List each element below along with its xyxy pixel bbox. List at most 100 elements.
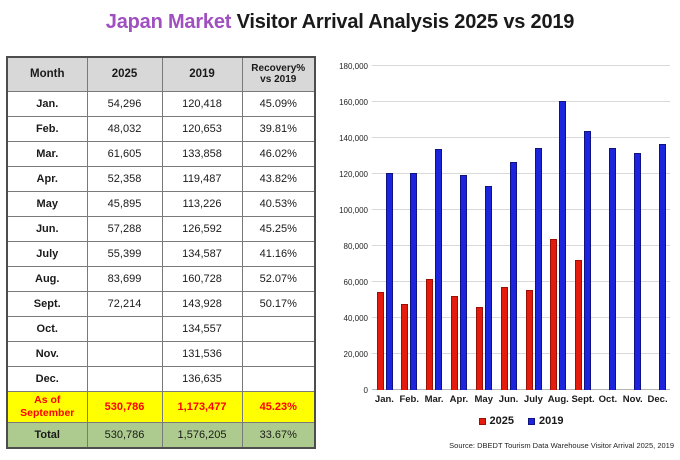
recovery-cell — [241, 340, 316, 367]
bar-2019-Apr — [460, 174, 467, 390]
y-tick-label: 0 — [363, 386, 368, 395]
table-row: Sept. 72,214 143,928 50.17% — [6, 290, 316, 317]
bar-2025-Sept — [575, 260, 583, 390]
value-2025-cell: 54,296 — [86, 90, 163, 117]
recovery-cell — [241, 315, 316, 342]
recovery-cell: 39.81% — [241, 115, 316, 142]
x-tick-label: Oct. — [598, 394, 618, 405]
bar-2025-May — [475, 307, 483, 390]
bar-2019-Jan — [385, 173, 393, 390]
x-tick-label: Dec. — [647, 394, 668, 405]
y-tick-label: 20,000 — [343, 350, 368, 359]
bar-2019-Jun — [509, 162, 517, 390]
recovery-cell: 45.09% — [241, 90, 316, 117]
recovery-cell: 41.16% — [241, 240, 316, 267]
month-cell: Jun. — [6, 215, 88, 242]
summary-label-cell: As of September — [6, 390, 88, 423]
summary-row-as-of: As of September 530,786 1,173,477 45.23% — [6, 390, 316, 423]
chart-legend: 2025 2019 — [372, 415, 670, 427]
y-tick-label: 80,000 — [343, 242, 368, 251]
value-2025-cell: 55,399 — [86, 240, 163, 267]
x-tick-label: Apr. — [449, 394, 469, 405]
gridline — [372, 173, 670, 174]
value-2025-cell — [86, 340, 163, 367]
source-note: Source: DBEDT Tourism Data Warehouse Vis… — [449, 441, 674, 450]
value-2025-cell: 61,605 — [86, 140, 163, 167]
bar-2019-Nov — [633, 153, 641, 390]
recovery-cell: 50.17% — [241, 290, 316, 317]
legend-item-2019: 2019 — [528, 415, 563, 427]
bar-2019-Dec — [658, 144, 666, 390]
table-row: Aug. 83,699 160,728 52.07% — [6, 265, 316, 292]
x-tick-label: Sept. — [571, 394, 595, 405]
value-2019-cell: 131,536 — [161, 340, 243, 367]
month-cell: July — [6, 240, 88, 267]
month-cell: Jan. — [6, 90, 88, 117]
x-tick-label: Mar. — [424, 394, 444, 405]
month-cell: Sept. — [6, 290, 88, 317]
value-2025-cell: 72,214 — [86, 290, 163, 317]
legend-label-2019: 2019 — [539, 415, 564, 427]
column-header-1: Month — [6, 56, 88, 92]
month-cell: Aug. — [6, 265, 88, 292]
value-2025-cell: 530,786 — [86, 421, 163, 449]
bar-2019-Mar — [435, 149, 443, 390]
y-tick-label: 60,000 — [343, 278, 368, 287]
month-cell: May — [6, 190, 88, 217]
y-tick-label: 40,000 — [343, 314, 368, 323]
bar-2019-Sept — [584, 130, 592, 390]
table-row: July 55,399 134,587 41.16% — [6, 240, 316, 267]
gridline — [372, 281, 670, 282]
y-tick-label: 120,000 — [339, 170, 368, 179]
value-2019-cell: 160,728 — [161, 265, 243, 292]
table-header-row: Month 2025 2019 Recovery% vs 2019 — [6, 56, 316, 92]
gridline — [372, 65, 670, 66]
gridline — [372, 137, 670, 138]
month-cell: Oct. — [6, 315, 88, 342]
legend-item-2025: 2025 — [478, 415, 514, 427]
y-tick-label: 140,000 — [339, 134, 368, 143]
summary-row-total: Total 530,786 1,576,205 33.67% — [6, 421, 316, 449]
value-2019-cell: 1,576,205 — [161, 421, 243, 449]
table-body: Jan. 54,296 120,418 45.09% Feb. 48,032 120,653… — [6, 90, 316, 449]
gridline — [372, 209, 670, 210]
recovery-cell: 52.07% — [241, 265, 316, 292]
bar-2025-July — [525, 290, 533, 390]
recovery-cell: 33.67% — [241, 421, 316, 449]
value-2025-cell: 83,699 — [86, 265, 163, 292]
table-row: Jan. 54,296 120,418 45.09% — [6, 90, 316, 117]
bar-chart: 0 20,000 40,000 60,000 80,000 100,000 120,000 1… — [326, 55, 676, 455]
value-2019-cell: 113,226 — [161, 190, 243, 217]
y-tick-label: 100,000 — [339, 206, 368, 215]
gridline — [372, 101, 670, 102]
month-cell: Nov. — [6, 340, 88, 367]
table-row: Apr. 52,358 119,487 43.82% — [6, 165, 316, 192]
bar-2025-Apr — [451, 295, 458, 390]
y-axis: 0 20,000 40,000 60,000 80,000 100,000 120,000 1… — [326, 62, 368, 395]
recovery-cell: 45.23% — [241, 390, 316, 423]
x-tick-label: Feb. — [399, 394, 419, 405]
bar-2019-July — [534, 147, 542, 390]
value-2025-cell — [86, 365, 163, 392]
value-2019-cell: 134,587 — [161, 240, 243, 267]
column-header-3: 2019 — [161, 56, 243, 92]
bar-2025-Jun — [500, 286, 508, 390]
legend-label-2025: 2025 — [489, 415, 514, 427]
table-header: Month 2025 2019 Recovery% vs 2019 — [6, 56, 316, 92]
table-row: Mar. 61,605 133,858 46.02% — [6, 140, 316, 167]
bar-2025-Mar — [426, 279, 434, 390]
recovery-cell: 46.02% — [241, 140, 316, 167]
page-title: Japan Market Visitor Arrival Analysis 20… — [0, 11, 680, 34]
summary-label-cell: Total — [6, 421, 88, 449]
bar-2019-Aug — [559, 100, 567, 390]
value-2019-cell: 120,653 — [161, 115, 243, 142]
title-rest: Visitor Arrival Analysis 2025 vs 2019 — [231, 11, 575, 33]
bar-2025-Feb — [401, 303, 409, 390]
bar-2025-Aug — [550, 239, 558, 390]
month-cell: Apr. — [6, 165, 88, 192]
table-row: May 45,895 113,226 40.53% — [6, 190, 316, 217]
value-2019-cell: 120,418 — [161, 90, 243, 117]
gridline — [372, 317, 670, 318]
value-2019-cell: 126,592 — [161, 215, 243, 242]
table-row: Dec. 136,635 — [6, 365, 316, 392]
